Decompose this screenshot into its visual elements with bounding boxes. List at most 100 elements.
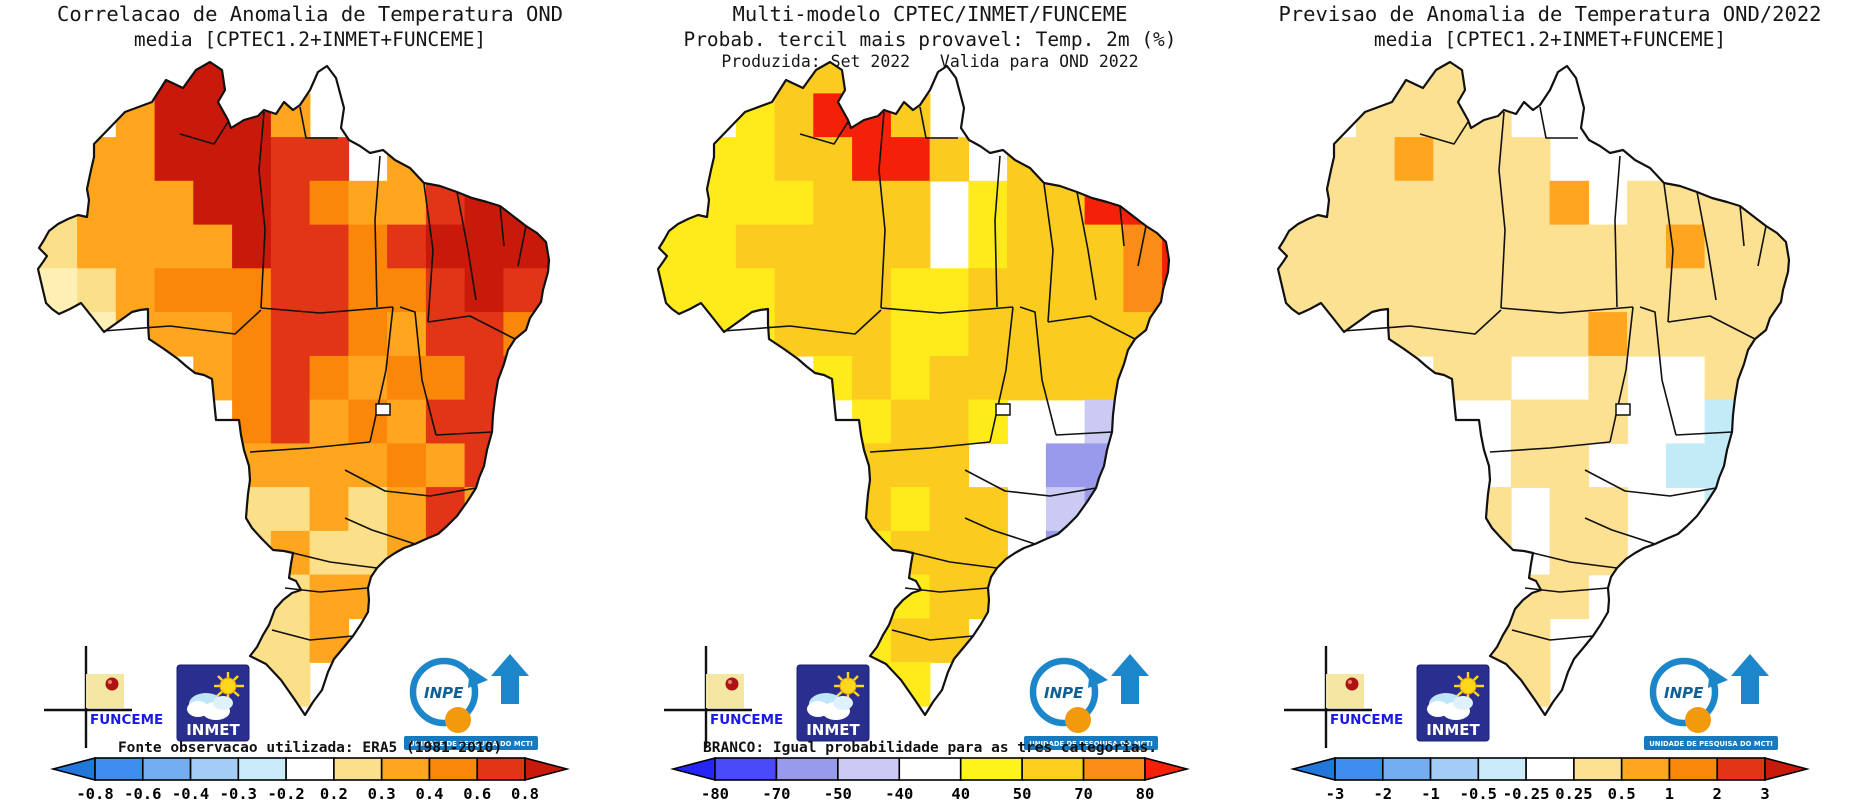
grid-cell xyxy=(387,443,427,488)
grid-cell xyxy=(1665,137,1706,182)
grid-cell xyxy=(1394,137,1435,182)
grid-cell xyxy=(1162,224,1169,270)
grid-cell xyxy=(1278,224,1318,270)
brazil-map-correlation xyxy=(36,60,620,717)
grid-cell xyxy=(852,355,892,401)
grid-cell xyxy=(1510,268,1551,313)
state-border xyxy=(299,106,338,139)
grid-cell xyxy=(813,224,853,270)
grid-cell xyxy=(813,268,853,313)
colorbar-note-equal-probability: BRANCO: Igual probabilidade para as tres… xyxy=(703,740,1157,756)
colorbar-left-arrow xyxy=(670,756,716,782)
grid-cell xyxy=(1278,312,1318,357)
grid-cell xyxy=(852,62,892,95)
grid-cell xyxy=(1704,487,1745,532)
grid-cell xyxy=(309,355,350,401)
grid-cell xyxy=(77,312,117,357)
grid-cell xyxy=(309,618,350,663)
colorbar-segment xyxy=(94,757,144,781)
grid-cell xyxy=(1433,487,1473,532)
brazil-map-forecast xyxy=(1276,60,1791,717)
grid-cell xyxy=(1084,399,1125,445)
grid-cell xyxy=(1782,355,1789,401)
grid-cell xyxy=(813,618,853,663)
grid-cell xyxy=(1007,312,1047,357)
colorbar-tick-label: -50 xyxy=(824,785,852,802)
grid-cell xyxy=(1549,399,1590,445)
grid-cell xyxy=(1162,355,1169,401)
grid-cell xyxy=(658,268,698,313)
grid-cell xyxy=(115,180,156,226)
grid-cell xyxy=(774,137,815,182)
grid-cell xyxy=(813,443,853,488)
colorbar-tick-label: 0.3 xyxy=(368,785,396,802)
grid-cell xyxy=(890,312,931,357)
colorbar-tick-label: 50 xyxy=(1013,785,1032,802)
grid-cell xyxy=(774,180,815,226)
grid-cell xyxy=(852,443,892,488)
grid-cell xyxy=(1704,180,1745,226)
grid-cell xyxy=(1510,574,1551,620)
grid-cell xyxy=(348,487,388,532)
state-border xyxy=(258,111,266,309)
grid-cell xyxy=(1433,443,1473,488)
state-border xyxy=(869,441,991,453)
colorbar-segment xyxy=(1668,757,1719,781)
grid-cell xyxy=(425,355,466,401)
grid-cell xyxy=(890,355,931,401)
grid-cell xyxy=(1704,224,1745,270)
colorbar-tick-label: -0.8 xyxy=(76,785,113,802)
panel-title-block: Previsao de Anomalia de Temperatura OND/… xyxy=(1240,2,1860,52)
grid-cell xyxy=(1317,355,1357,401)
grid-cell xyxy=(774,268,815,313)
grid-cell xyxy=(503,180,543,226)
grid-cell xyxy=(1007,224,1047,270)
grid-cell xyxy=(581,181,620,226)
grid-cell xyxy=(1627,224,1667,270)
colorbar-tick-label: -0.4 xyxy=(172,785,209,802)
grid-cell xyxy=(968,355,1008,401)
grid-cell xyxy=(1045,268,1086,313)
colorbar-segment xyxy=(898,757,962,781)
state-border xyxy=(427,315,516,340)
grid-cell xyxy=(348,355,388,401)
panel-title-block: Multi-modelo CPTEC/INMET/FUNCEME Probab.… xyxy=(620,2,1240,73)
grid-cell xyxy=(1510,224,1551,270)
grid-cell xyxy=(464,268,505,313)
grid-cell xyxy=(232,62,272,95)
grid-cell xyxy=(193,93,233,138)
colorbar-tick-label: -0.3 xyxy=(220,785,257,802)
grid-cell xyxy=(968,530,1008,576)
state-border xyxy=(891,629,974,641)
colorbar-tick-label: 80 xyxy=(1136,785,1155,802)
colorbar-segment xyxy=(380,757,431,781)
state-border xyxy=(880,306,1014,314)
grid-cell xyxy=(813,574,853,620)
grid-cell xyxy=(115,268,156,313)
grid-cell xyxy=(503,355,543,401)
state-border xyxy=(964,469,1097,497)
grid-cell xyxy=(1743,224,1783,270)
grid-cell xyxy=(929,618,970,663)
colorbar-segment xyxy=(333,757,383,781)
grid-cell xyxy=(1433,224,1473,270)
grid-cell xyxy=(1317,312,1357,357)
grid-cell xyxy=(1472,574,1512,620)
state-border xyxy=(1419,121,1469,145)
grid-cell xyxy=(464,487,505,532)
grid-cell xyxy=(697,224,737,270)
grid-cell xyxy=(1472,355,1512,401)
grid-cell xyxy=(1510,137,1551,182)
grid-cell xyxy=(348,180,388,226)
state-border xyxy=(1614,155,1621,308)
grid-cell xyxy=(270,312,311,357)
brazil-outline xyxy=(36,60,551,717)
grid-cell xyxy=(658,224,698,270)
grid-cell xyxy=(1123,399,1163,445)
grid-cell xyxy=(968,224,1008,270)
grid-cell xyxy=(503,268,543,313)
state-border xyxy=(994,155,1001,308)
state-border xyxy=(1511,629,1594,641)
state-border xyxy=(1055,431,1113,436)
grid-cell xyxy=(309,268,350,313)
